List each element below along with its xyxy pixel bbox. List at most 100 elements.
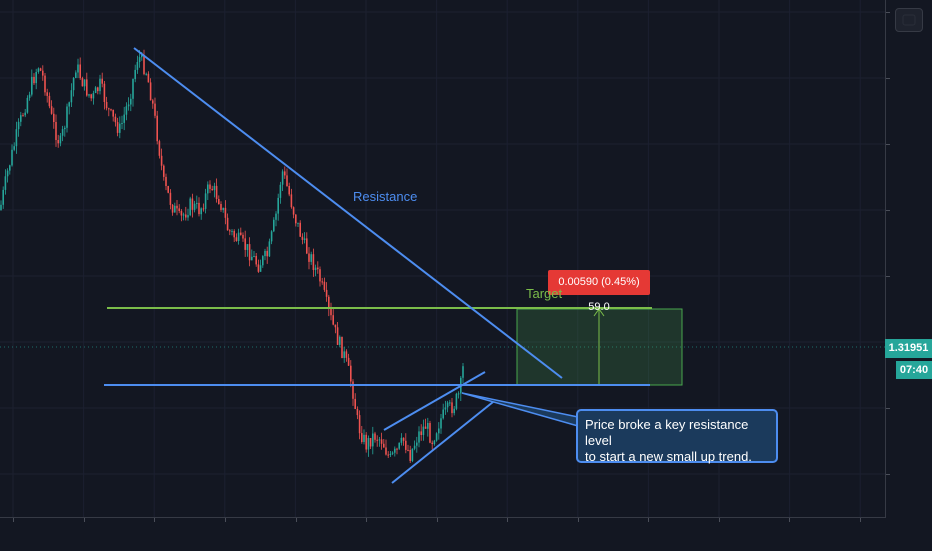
candle-body [130, 98, 132, 105]
time-tick [154, 518, 155, 522]
candle-body [431, 442, 433, 444]
candle-body [64, 127, 66, 130]
candle-body [136, 62, 139, 70]
candle-body [209, 184, 211, 189]
candle-body [79, 64, 81, 79]
candle-body [81, 78, 84, 87]
candle-body [15, 129, 18, 147]
time-tick [437, 518, 438, 522]
candle-body [312, 254, 315, 270]
price-axis[interactable] [885, 0, 932, 518]
candle-body [83, 79, 86, 87]
candle-body [178, 208, 180, 211]
candle-body [132, 79, 134, 99]
candle-body [378, 439, 381, 441]
time-tick [296, 518, 297, 522]
callout-text-line-1: Price broke a key resistance level [585, 417, 749, 448]
candle-body [156, 115, 158, 142]
candle-body [33, 76, 35, 84]
last-price-label: 1.31951 [885, 339, 932, 358]
candle-body [332, 315, 334, 325]
candle-body [376, 439, 378, 441]
candle-body [6, 170, 9, 177]
candle-body [125, 106, 128, 115]
candle-body [123, 114, 125, 123]
channel-upper-line[interactable] [383, 371, 486, 431]
time-tick [366, 518, 367, 522]
candle-body [453, 408, 455, 414]
candle-body [55, 122, 57, 140]
candle-body [442, 409, 444, 419]
candle-body [202, 208, 205, 210]
candle-body [35, 72, 37, 84]
candle-body [26, 97, 29, 113]
candle-body [57, 140, 59, 144]
candle-body [273, 219, 275, 232]
candle-body [86, 79, 88, 96]
price-tick [886, 144, 890, 145]
candle-body [189, 198, 191, 216]
candle-body [88, 94, 90, 96]
price-range-measure-label[interactable]: 0.00590 (0.45%) 59.0 [548, 270, 650, 313]
resistance-trendline[interactable] [133, 47, 563, 379]
candle-body [145, 73, 147, 75]
candle-body [152, 100, 154, 104]
channel-lower-line[interactable] [391, 401, 494, 484]
candle-body [303, 238, 306, 240]
callout-pointer [461, 392, 579, 427]
candle-body [233, 230, 235, 238]
candle-body [286, 175, 288, 186]
candle-body [101, 78, 103, 84]
resistance-label[interactable]: Resistance [353, 189, 418, 204]
candle-body [231, 230, 233, 232]
target-label[interactable]: Target [526, 286, 563, 301]
candle-body [297, 222, 299, 224]
candle-body [295, 214, 297, 224]
candle-body [440, 418, 442, 429]
candle-body [314, 267, 317, 270]
candle-body [90, 94, 92, 99]
candle-body [290, 194, 293, 208]
candle-body [292, 207, 295, 215]
candle-body [99, 78, 101, 92]
candle-body [451, 402, 453, 414]
candle-body [134, 69, 136, 80]
candle-body [288, 186, 290, 195]
candle-body [416, 442, 418, 446]
candle-body [72, 78, 75, 91]
candle-body [365, 434, 367, 450]
candle-body [127, 104, 130, 107]
candle-body [196, 202, 198, 204]
candle-body [328, 296, 330, 309]
candle-body [446, 402, 449, 408]
time-tick [719, 518, 720, 522]
candle-body [270, 231, 273, 242]
time-tick [860, 518, 861, 522]
candle-body [20, 115, 22, 122]
candle-body [200, 208, 202, 215]
candle-body [119, 123, 121, 133]
candle-body [114, 116, 117, 123]
bar-countdown-label: 07:40 [896, 361, 932, 379]
candle-body [220, 204, 222, 210]
candle-body [13, 146, 15, 150]
candlestick-series [0, 49, 464, 463]
candle-body [147, 73, 150, 83]
candle-body [61, 129, 64, 136]
time-axis[interactable] [0, 517, 885, 551]
candle-body [323, 281, 326, 290]
candle-body [391, 452, 394, 454]
annotation-callout[interactable]: Price broke a key resistance level to st… [576, 409, 778, 464]
candle-body [279, 184, 282, 198]
candle-body [420, 431, 422, 435]
candle-body [394, 448, 396, 453]
time-tick [789, 518, 790, 522]
candle-body [103, 83, 106, 102]
candle-body [424, 426, 427, 429]
candle-body [110, 109, 112, 111]
candle-body [218, 199, 220, 205]
candle-body [37, 68, 40, 72]
chart-settings-button[interactable] [895, 8, 923, 32]
candle-body [165, 176, 167, 186]
